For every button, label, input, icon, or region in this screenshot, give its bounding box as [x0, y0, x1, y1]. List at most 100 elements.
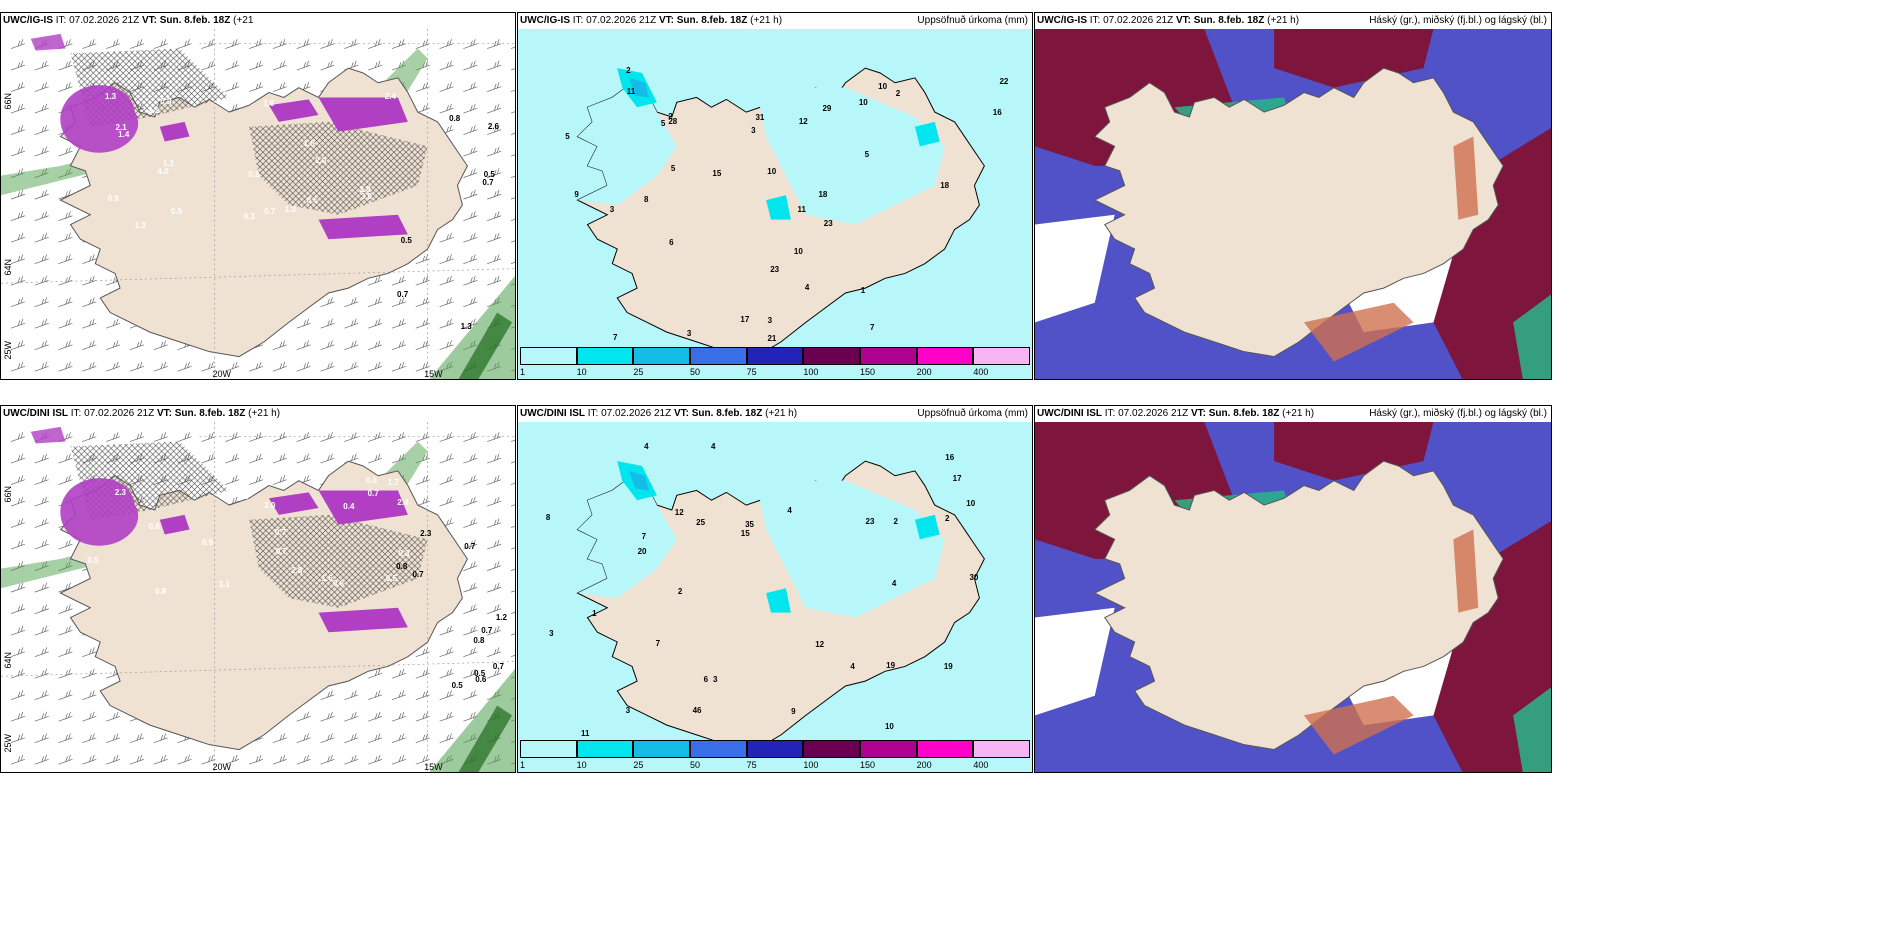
map-value-label: 0.9	[201, 538, 213, 548]
legend-swatch	[803, 740, 860, 758]
axis-label-lat_66n: 66N	[3, 93, 13, 110]
map-value-label: 4	[710, 442, 716, 452]
map-value-label: 10	[858, 98, 868, 108]
legend-tick: 150	[860, 367, 876, 377]
map-value-label: 4	[644, 441, 649, 451]
map-value-label: 0.8	[148, 522, 160, 532]
legend-tick: 10	[576, 367, 587, 377]
map-value-label: 2	[945, 514, 950, 524]
map-value-label: 2	[677, 586, 683, 596]
legend-swatch	[633, 347, 690, 365]
map-value-label: 23	[865, 516, 875, 526]
axis-label-lat_66n: 66N	[3, 486, 13, 503]
map-value-label: 16	[992, 107, 1002, 117]
map-value-label: 0.7	[367, 489, 379, 499]
map-value-label: 1.3	[134, 221, 146, 231]
legend-swatch	[973, 347, 1030, 365]
legend-swatch	[520, 347, 577, 365]
map-value-label: 17	[952, 473, 962, 483]
legend-swatch	[520, 740, 577, 758]
legend-tick: 400	[973, 367, 989, 377]
map-value-label: 8	[545, 513, 551, 523]
map-value-label: 3	[625, 705, 631, 715]
map-canvas	[518, 422, 1032, 772]
axis-label-lon_20w: 20W	[212, 762, 232, 772]
map-value-label: 0.7	[275, 547, 287, 557]
panel-subtitle: Háský (gr.), miðský (fj.bl.) og lágský (…	[1369, 408, 1547, 419]
map-value-label: 3	[549, 628, 554, 638]
panel-title: UWC/DINI ISL IT: 07.02.2026 21Z VT: Sun.…	[520, 408, 798, 419]
map-value-label: 0.7	[264, 207, 276, 217]
map-canvas	[1035, 29, 1551, 379]
map-value-label: 0.7	[481, 625, 493, 635]
legend-swatch	[690, 347, 747, 365]
panel-title: UWC/DINI ISL IT: 07.02.2026 21Z VT: Sun.…	[3, 408, 281, 419]
map-value-label: 3	[712, 674, 718, 684]
axis-label-lon_15w: 15W	[424, 369, 443, 379]
map-value-label: 1.2	[495, 613, 507, 623]
map-value-label: 0.9	[160, 96, 172, 106]
map-panel-r2c3: UWC/DINI ISL IT: 07.02.2026 21Z VT: Sun.…	[1034, 405, 1552, 773]
map-value-label: 46	[692, 705, 702, 715]
map-value-label: 6	[669, 238, 674, 248]
map-value-label: 28	[668, 116, 678, 126]
precip-legend: 1 10 25 50 75 100 150 200 400	[520, 740, 1030, 770]
map-value-label: 4	[804, 283, 810, 293]
legend-swatch	[576, 347, 634, 365]
map-panel-r2c1: UWC/DINI ISL IT: 07.02.2026 21Z VT: Sun.…	[0, 405, 516, 773]
legend-tick: 50	[690, 760, 701, 770]
map-value-label: 30	[969, 573, 979, 583]
legend-swatch	[916, 740, 974, 758]
panel-subtitle: Háský (gr.), miðský (fj.bl.) og lágský (…	[1369, 15, 1547, 26]
legend-swatch	[746, 347, 804, 365]
legend-tick: 75	[746, 367, 757, 377]
map-value-label: 3	[609, 204, 615, 214]
map-value-label: 11	[580, 728, 590, 738]
map-value-label: 1.5	[303, 139, 315, 149]
panel-subtitle: Uppsöfnuð úrkoma (mm)	[917, 408, 1028, 419]
map-value-label: 0.7	[412, 570, 424, 580]
map-value-label: 0.5	[170, 206, 183, 216]
precip-legend: 1 10 25 50 75 100 150 200 400	[520, 347, 1030, 377]
map-value-label: 2.6	[487, 122, 499, 131]
map-value-label: 1.4	[118, 129, 130, 139]
map-svg	[1, 422, 515, 772]
map-value-label: 0.3	[398, 549, 410, 559]
map-value-label: 7	[641, 532, 647, 542]
map-value-label: 0.8	[365, 476, 377, 486]
map-value-label: 1.6	[321, 573, 333, 583]
map-value-label: 31	[755, 113, 765, 123]
panel-header: UWC/IG-IS IT: 07.02.2026 21Z VT: Sun. 8.…	[1035, 13, 1551, 29]
map-value-label: 0.7	[482, 178, 494, 188]
map-value-label: 1	[592, 609, 597, 619]
map-value-label: 1.3	[284, 204, 296, 214]
map-value-label: 0.5	[87, 556, 99, 566]
legend-tick: 100	[803, 367, 819, 377]
axis-label-lon_20w: 20W	[212, 369, 232, 379]
map-value-label: 0.3	[243, 212, 255, 221]
map-value-label: 12	[815, 639, 825, 649]
legend-tick: 1	[520, 367, 526, 377]
axis-label-lat_64n: 64N	[3, 259, 13, 276]
map-value-label: 7	[655, 639, 661, 649]
map-value-label: 7	[870, 323, 875, 333]
map-value-label: 5	[660, 119, 666, 129]
map-value-label: 16	[945, 453, 955, 463]
map-value-label: 0.7	[397, 290, 409, 300]
map-value-label: 2.4	[384, 91, 396, 101]
map-canvas	[1035, 422, 1551, 772]
map-value-label: 5	[670, 163, 676, 173]
map-value-label: 0.8	[248, 170, 260, 180]
map-value-label: 29	[822, 104, 832, 114]
map-value-label: 2.1	[115, 123, 127, 133]
map-value-label: 0.7	[464, 541, 476, 551]
map-value-label: 21	[767, 334, 777, 344]
panel-header: UWC/DINI ISL IT: 07.02.2026 21Z VT: Sun.…	[1, 406, 515, 422]
map-value-label: 19	[943, 661, 953, 671]
map-value-label: 0.5	[451, 680, 463, 690]
legend-swatch	[690, 740, 747, 758]
map-value-label: 3	[767, 316, 773, 326]
panel-title: UWC/IG-IS IT: 07.02.2026 21Z VT: Sun. 8.…	[1037, 15, 1300, 26]
map-canvas	[1, 29, 515, 379]
map-value-label: 0.6	[475, 675, 487, 685]
